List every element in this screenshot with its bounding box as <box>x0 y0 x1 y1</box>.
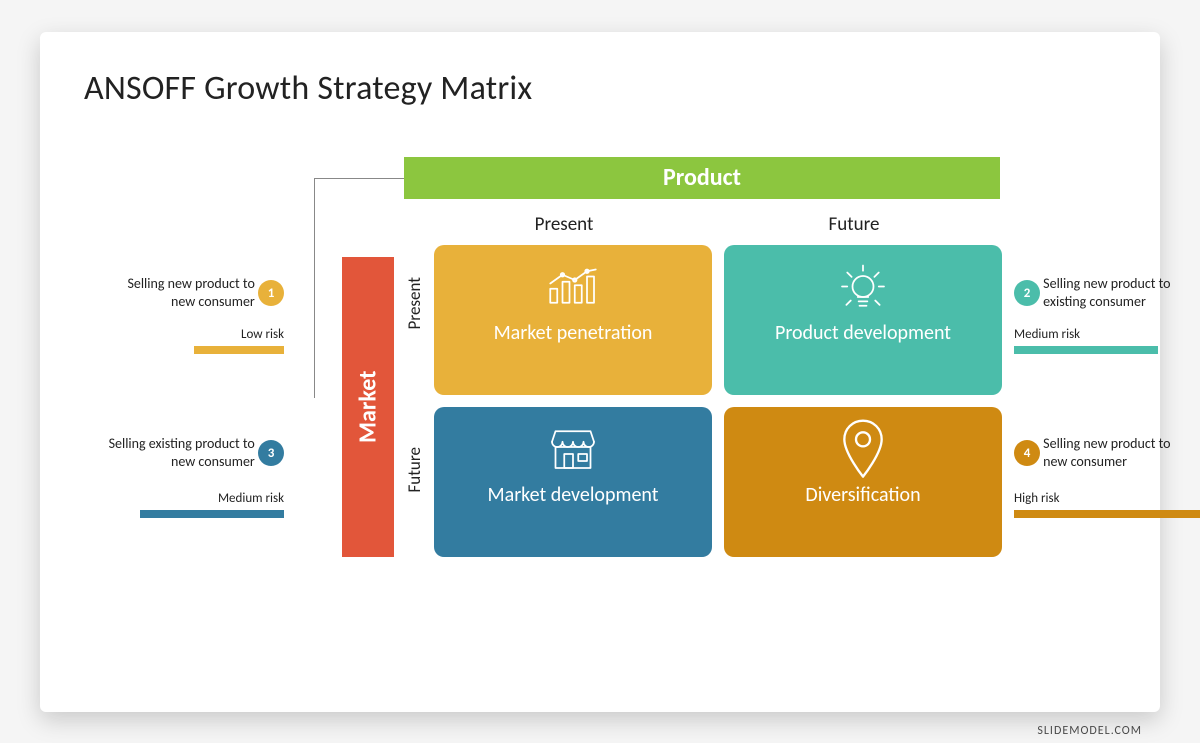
quadrant-label: Market penetration <box>434 321 712 345</box>
quadrant-label: Product development <box>724 321 1002 345</box>
connector-line-v <box>314 178 315 398</box>
risk-bar <box>84 346 284 354</box>
store-icon <box>545 423 601 475</box>
risk-label: Medium risk <box>1014 327 1200 342</box>
risk-label: High risk <box>1014 491 1200 506</box>
note-text: Selling new product to new consumer <box>105 275 255 313</box>
note-badge: 3 <box>258 440 284 466</box>
risk-bar <box>1014 346 1200 354</box>
risk-2: Medium risk <box>1014 327 1200 354</box>
risk-label: Medium risk <box>84 491 284 506</box>
watermark: SLIDEMODEL.COM <box>1037 724 1142 738</box>
risk-3: Medium risk <box>84 491 284 518</box>
note-3: Selling existing product to new consumer… <box>84 435 284 473</box>
note-2: 2 Selling new product to existing consum… <box>1014 275 1200 313</box>
chart-icon <box>545 261 601 313</box>
row-label-present: Present <box>404 277 425 330</box>
row-label-future: Future <box>404 447 425 493</box>
risk-label: Low risk <box>84 327 284 342</box>
note-badge: 4 <box>1014 440 1040 466</box>
quadrant-market-development: Market development <box>434 407 712 557</box>
column-label-present: Present <box>434 213 694 236</box>
risk-bar <box>1014 510 1200 518</box>
risk-bar <box>84 510 284 518</box>
note-1: Selling new product to new consumer 1 <box>84 275 284 313</box>
note-badge: 1 <box>258 280 284 306</box>
risk-4: High risk <box>1014 491 1200 518</box>
note-text: Selling new product to new consumer <box>1043 435 1193 473</box>
quadrant-label: Diversification <box>724 483 1002 507</box>
column-label-future: Future <box>724 213 984 236</box>
quadrant-market-penetration: Market penetration <box>434 245 712 395</box>
quadrant-diversification: Diversification <box>724 407 1002 557</box>
slide-title: ANSOFF Growth Strategy Matrix <box>84 68 1116 109</box>
bulb-icon <box>835 261 891 313</box>
pin-icon <box>835 423 891 475</box>
slide: ANSOFF Growth Strategy Matrix Product Ma… <box>40 32 1160 712</box>
note-text: Selling existing product to new consumer <box>105 435 255 473</box>
market-axis-bar: Market <box>342 257 394 557</box>
note-text: Selling new product to existing consumer <box>1043 275 1193 313</box>
quadrant-label: Market development <box>434 483 712 507</box>
product-axis-bar: Product <box>404 157 1000 199</box>
ansoff-matrix: Product Market Present Future Present Fu… <box>84 157 1116 627</box>
connector-line-h <box>314 178 404 179</box>
note-4: 4 Selling new product to new consumer <box>1014 435 1200 473</box>
risk-1: Low risk <box>84 327 284 354</box>
quadrant-product-development: Product development <box>724 245 1002 395</box>
note-badge: 2 <box>1014 280 1040 306</box>
